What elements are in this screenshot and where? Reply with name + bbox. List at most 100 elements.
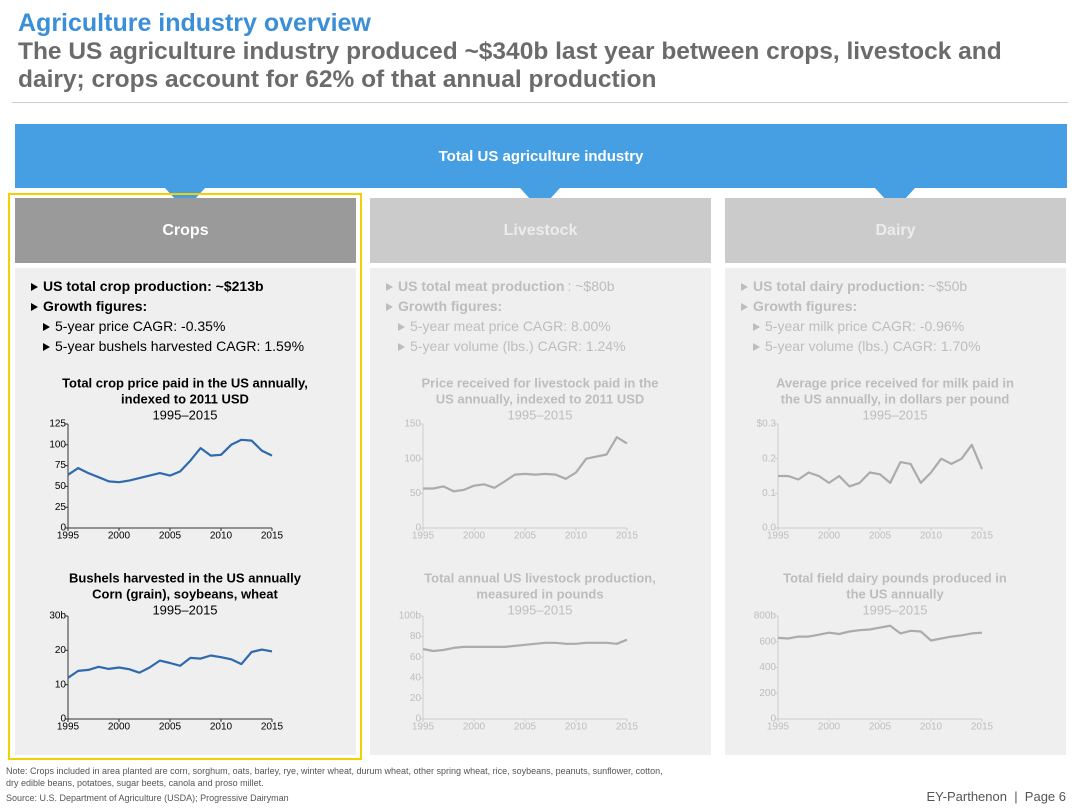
chart-title: Bushels harvested in the US annually: [69, 570, 302, 585]
bullet: US total meat production: ~$80b: [386, 278, 615, 294]
series-line: [777, 624, 983, 642]
y-tick-label: 100: [49, 439, 66, 450]
bullet: US total dairy production: ~$50b: [741, 278, 967, 294]
y-tick-label: 25: [55, 502, 67, 513]
chart-title: measured in pounds: [476, 586, 603, 601]
column-body: US total crop production: ~$213b Growth f…: [15, 268, 356, 755]
x-tick-label: 1995: [57, 722, 80, 733]
chart-title: Price received for livestock paid in the: [422, 375, 659, 390]
x-tick-label: 1995: [767, 531, 790, 542]
chart-title: US annually, indexed to 2011 USD: [436, 391, 645, 406]
y-tick-label: 600: [759, 636, 776, 647]
bullet-strong: US total meat production: [398, 278, 565, 294]
x-tick-label: 2000: [463, 531, 486, 542]
y-tick-label: 100: [404, 453, 421, 464]
x-tick-label: 2005: [159, 531, 182, 542]
chart-title: Corn (grain), soybeans, wheat: [92, 586, 278, 601]
bullet: Growth figures:: [741, 298, 857, 314]
chart-title: the US annually: [846, 586, 944, 601]
y-tick-label: 20: [410, 693, 422, 704]
bullet-strong: Growth figures:: [43, 298, 148, 314]
chart-title: the US annually, in dollars per pound: [781, 391, 1010, 406]
y-tick-label: 80: [410, 631, 422, 642]
y-tick-label: 0: [60, 714, 66, 725]
line-chart: Total annual US livestock production,mea…: [399, 570, 656, 733]
chart-subtitle: 1995–2015: [862, 602, 927, 617]
sub-bullet: 5-year meat price CAGR: 8.00%: [398, 318, 611, 334]
column-header: Dairy: [725, 198, 1066, 263]
x-tick-label: 1995: [412, 531, 435, 542]
y-tick-label: 0: [415, 714, 421, 725]
bullet-rest: ~$50b: [927, 278, 968, 294]
note-line: dry edible beans, potatoes, sugar beets,…: [6, 778, 264, 788]
x-tick-label: 2005: [869, 531, 892, 542]
y-tick-label: 50: [410, 488, 422, 499]
bullet-strong: US total dairy production:: [753, 278, 925, 294]
sub-bullet: 5-year volume (lbs.) CAGR: 1.70%: [753, 338, 981, 354]
series-line: [422, 638, 628, 653]
x-tick-label: 2015: [971, 722, 994, 733]
x-tick-label: 2005: [514, 722, 537, 733]
x-tick-label: 2010: [565, 531, 588, 542]
x-tick-label: 2005: [869, 722, 892, 733]
line-chart: Total field dairy pounds produced inthe …: [754, 570, 1007, 733]
x-tick-label: 2005: [159, 722, 182, 733]
subtitle: The US agriculture industry produced ~$3…: [18, 38, 1002, 93]
line-chart: Bushels harvested in the US annuallyCorn…: [49, 570, 302, 733]
x-tick-label: 2015: [261, 722, 284, 733]
chart-title: Total field dairy pounds produced in: [783, 570, 1007, 585]
y-tick-label: 10: [55, 679, 67, 690]
series-line: [67, 438, 273, 484]
line-chart: Price received for livestock paid in the…: [404, 375, 659, 542]
x-tick-label: 2000: [463, 722, 486, 733]
y-tick-label: 0.0: [762, 523, 776, 534]
banner: Total US agriculture industry: [15, 124, 1067, 188]
bullet-strong: Growth figures:: [753, 298, 858, 314]
x-tick-label: 2010: [210, 722, 233, 733]
chart-title: Average price received for milk paid in: [776, 375, 1014, 390]
y-tick-label: 60: [410, 652, 422, 663]
column-body: US total meat production: ~$80b Growth fi…: [370, 268, 711, 755]
column-header: Livestock: [370, 198, 711, 263]
chart-title: Total annual US livestock production,: [424, 570, 656, 585]
x-tick-label: 2015: [261, 531, 284, 542]
y-tick-label: 125: [49, 419, 66, 430]
rule: [12, 102, 1068, 103]
column: Dairy US total dairy production: ~$50b Grow…: [725, 198, 1066, 755]
note: Note: Crops included in area planted are…: [6, 765, 663, 789]
y-tick-label: 800b: [754, 611, 777, 622]
series-line: [67, 648, 273, 679]
source: Source: U.S. Department of Agriculture (…: [6, 793, 289, 803]
x-tick-label: 2010: [210, 531, 233, 542]
line-chart: Average price received for milk paid int…: [757, 375, 1014, 542]
y-tick-label: 75: [55, 460, 67, 471]
bullet: Growth figures:: [31, 298, 147, 314]
series-line: [778, 443, 984, 488]
brand: EY-Parthenon | Page 6: [926, 789, 1067, 804]
sub-bullet: 5-year volume (lbs.) CAGR: 1.24%: [398, 338, 626, 354]
y-tick-label: 30b: [49, 611, 66, 622]
chart-subtitle: 1995–2015: [152, 602, 217, 617]
chart-title: Total crop price paid in the US annually…: [62, 375, 308, 390]
x-tick-label: 2010: [920, 722, 943, 733]
x-tick-label: 2000: [818, 722, 841, 733]
x-tick-label: 1995: [412, 722, 435, 733]
note-line: Note: Crops included in area planted are…: [6, 766, 663, 776]
y-tick-label: 400: [759, 662, 776, 673]
y-tick-label: 150: [404, 419, 421, 430]
y-tick-label: $0.3: [757, 419, 777, 430]
x-tick-label: 2005: [514, 531, 537, 542]
bullet-strong: Growth figures:: [398, 298, 503, 314]
y-tick-label: 20: [55, 645, 67, 656]
y-tick-label: 0: [770, 714, 776, 725]
chart-subtitle: 1995–2015: [507, 407, 572, 422]
y-tick-label: 200: [759, 688, 776, 699]
column: Crops US total crop production: ~$213b Gro…: [15, 198, 356, 755]
series-line: [423, 436, 628, 493]
sub-bullet: 5-year bushels harvested CAGR: 1.59%: [43, 338, 304, 354]
y-tick-label: 0.1: [762, 488, 776, 499]
sub-bullet: 5-year price CAGR: -0.35%: [43, 318, 225, 334]
bullet-strong: US total crop production: ~$213b: [43, 278, 264, 294]
bullet: Growth figures:: [386, 298, 502, 314]
